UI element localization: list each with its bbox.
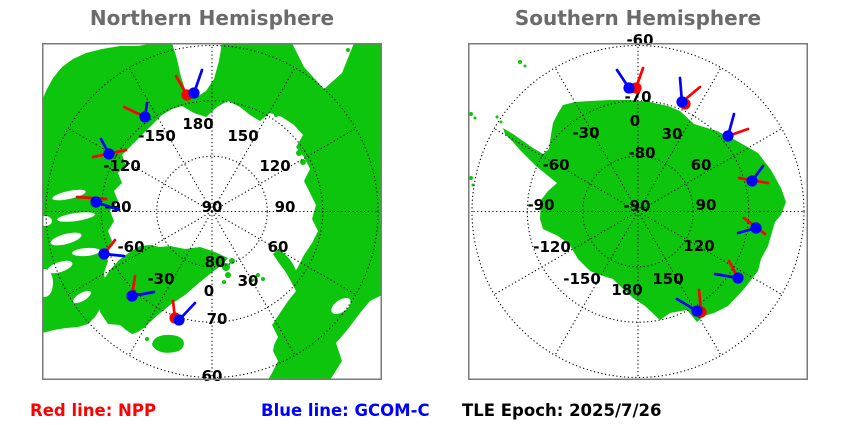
graticule-label: 60 bbox=[202, 367, 223, 385]
gcomc-position-dot bbox=[746, 175, 758, 187]
graticule-label: 0 bbox=[630, 112, 640, 130]
south-map-border bbox=[468, 43, 808, 380]
meridian-line bbox=[67, 211, 213, 295]
southern-hemisphere-title: Southern Hemisphere bbox=[514, 6, 762, 30]
graticule-label: 120 bbox=[683, 237, 714, 255]
gcomc-position-dot bbox=[691, 305, 703, 317]
satellite-marker bbox=[737, 164, 770, 187]
south-landmass-layer bbox=[468, 43, 808, 380]
south-satellite-markers bbox=[615, 66, 770, 318]
graticule-label: 150 bbox=[652, 270, 683, 288]
graticule-label: 180 bbox=[611, 281, 642, 299]
gcomc-position-dot bbox=[623, 82, 635, 94]
meridian-line bbox=[637, 211, 722, 356]
satellite-marker bbox=[98, 238, 126, 260]
graticule-label: -80 bbox=[628, 144, 655, 162]
legend-npp: Red line: NPP bbox=[30, 401, 157, 420]
meridian-line bbox=[493, 128, 639, 212]
legend-gcomc: Blue line: GCOM-C bbox=[261, 401, 430, 420]
meridian-line bbox=[211, 211, 296, 356]
gcomc-position-dot bbox=[188, 87, 200, 99]
southern-hemisphere-map: -60 -70 0 -30 30 -80 -60 60 -90 -90 90 -120 120 -150 1… bbox=[468, 31, 808, 380]
latitude-circle bbox=[45, 44, 379, 379]
satellite-marker bbox=[713, 259, 744, 284]
satellite-marker bbox=[91, 137, 128, 160]
meridian-line bbox=[67, 128, 213, 212]
north-graticule-labels: 180 150 -150 120 -120 90 -90 90 60 -60 80 -30 30 0 70 6… bbox=[103, 115, 295, 385]
meridian-line bbox=[554, 211, 639, 356]
north-satellite-markers bbox=[75, 68, 204, 326]
graticule-label: 90 bbox=[202, 198, 223, 216]
graticule-label: 150 bbox=[227, 127, 258, 145]
meridian-line bbox=[554, 67, 639, 212]
graticule-label: 70 bbox=[207, 310, 228, 328]
graticule-label: -120 bbox=[103, 157, 141, 175]
south-graticule-labels: -60-700-30 30-80-60 60-90 -90 90-120 120-150 1… bbox=[527, 31, 716, 299]
meridian-line bbox=[128, 67, 213, 212]
latitude-circle bbox=[156, 155, 268, 268]
satellite-marker bbox=[75, 195, 121, 212]
gcomc-position-dot bbox=[90, 196, 102, 208]
northern-hemisphere-title: Northern Hemisphere bbox=[89, 6, 335, 30]
meridian-line bbox=[637, 211, 783, 295]
gcomc-position-dot bbox=[676, 96, 688, 108]
graticule-label: -60 bbox=[626, 31, 653, 49]
gcomc-position-dot bbox=[732, 272, 744, 284]
graticule-label: -60 bbox=[117, 238, 144, 256]
graticule-label: -90 bbox=[104, 198, 131, 216]
graticule-label: -30 bbox=[572, 124, 599, 142]
satellite-marker bbox=[126, 274, 156, 302]
graticule-label: 90 bbox=[275, 198, 296, 216]
graticule-label: 60 bbox=[268, 238, 289, 256]
graticule-label: 0 bbox=[204, 282, 214, 300]
graticule-label: -90 bbox=[527, 196, 554, 214]
npp-track-line bbox=[75, 195, 108, 201]
satellite-marker bbox=[675, 288, 707, 318]
graticule-label: 30 bbox=[238, 272, 259, 290]
graticule-label: -30 bbox=[147, 270, 174, 288]
satellite-marker bbox=[676, 76, 702, 110]
graticule-label: -150 bbox=[138, 127, 176, 145]
graticule-label: -150 bbox=[563, 270, 601, 288]
graticule-label: -120 bbox=[533, 238, 571, 256]
meridian-line bbox=[637, 128, 783, 212]
gcomc-position-dot bbox=[722, 130, 734, 142]
satellite-marker bbox=[615, 66, 645, 94]
legend-tle-epoch: TLE Epoch: 2025/7/26 bbox=[462, 401, 662, 420]
meridian-line bbox=[128, 211, 213, 356]
satellite-marker bbox=[722, 112, 750, 142]
latitude-circle bbox=[582, 155, 694, 268]
southern-hemisphere-svg: -60-700-30 30-80-60 60-90 -90 90-120 120-150 1… bbox=[468, 31, 808, 380]
meridian-line bbox=[637, 67, 722, 212]
meridian-line bbox=[211, 211, 357, 295]
south-graticule bbox=[471, 44, 805, 379]
graticule-label: 30 bbox=[662, 125, 683, 143]
gcomc-position-dot bbox=[126, 290, 138, 302]
north-map-border bbox=[42, 43, 382, 380]
northern-hemisphere-map: 180 150 -150 120 -120 90 -90 90 60 -60 80 -30 30 0 70 6… bbox=[42, 43, 382, 385]
latitude-circle bbox=[471, 44, 805, 379]
gcomc-position-dot bbox=[139, 111, 151, 123]
graticule-label: 80 bbox=[205, 253, 226, 271]
graticule-label: 60 bbox=[691, 156, 712, 174]
graticule-label: -90 bbox=[623, 197, 650, 215]
satellite-marker bbox=[122, 101, 151, 123]
gcomc-position-dot bbox=[173, 314, 185, 326]
meridian-line bbox=[493, 211, 639, 295]
graticule-label: -60 bbox=[542, 156, 569, 174]
northern-hemisphere-svg: 180 150 -150 120 -120 90 -90 90 60 -60 80 -30 30 0 70 6… bbox=[42, 43, 382, 385]
north-graticule bbox=[45, 44, 379, 379]
meridian-line bbox=[211, 128, 357, 212]
gcomc-position-dot bbox=[103, 148, 115, 160]
graticule-label: 180 bbox=[182, 115, 213, 133]
meridian-line bbox=[211, 67, 296, 212]
gcomc-position-dot bbox=[750, 222, 762, 234]
satellite-marker bbox=[736, 216, 767, 236]
satellite-marker bbox=[174, 68, 204, 101]
satellite-marker bbox=[169, 299, 197, 326]
gcomc-position-dot bbox=[98, 248, 110, 260]
graticule-label: 120 bbox=[259, 157, 290, 175]
graticule-label: 90 bbox=[696, 196, 717, 214]
